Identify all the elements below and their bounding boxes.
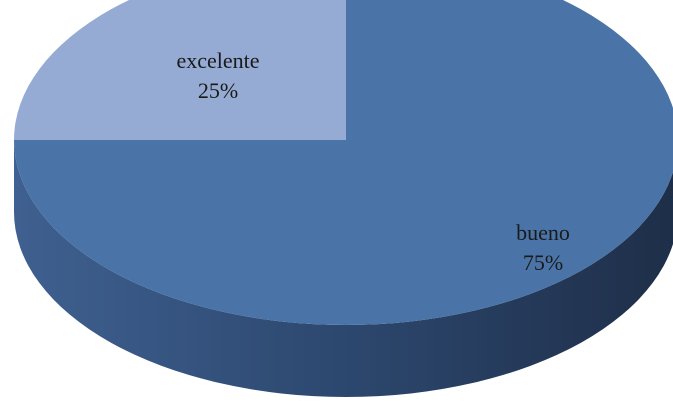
pie-slice-excelente	[14, 0, 346, 140]
slice-value-bueno: 75%	[523, 250, 563, 275]
pie-side-wall	[14, 140, 673, 397]
pie-slice-bueno	[14, 0, 673, 325]
slice-value-excelente: 25%	[198, 78, 238, 103]
pie-top-face	[14, 0, 673, 325]
slice-labels: excelente 25% bueno 75%	[176, 48, 569, 275]
slice-label-bueno: bueno	[516, 220, 570, 245]
slice-label-excelente: excelente	[176, 48, 259, 73]
